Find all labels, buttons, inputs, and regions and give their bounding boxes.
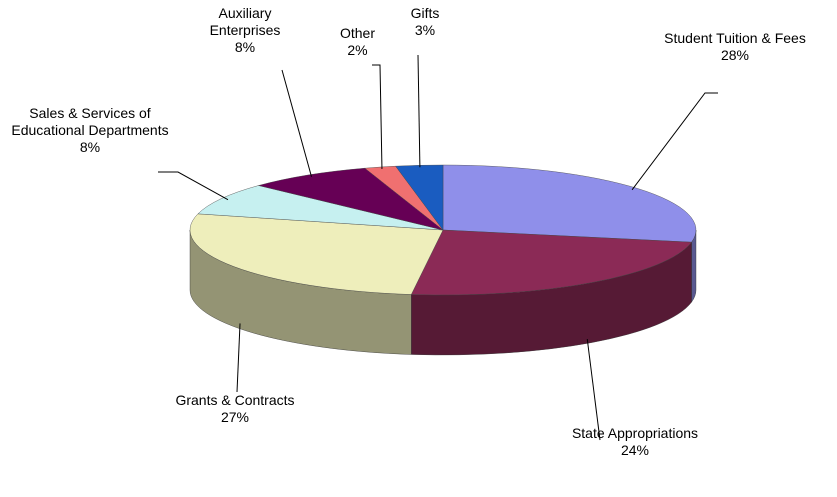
slice (395, 164, 444, 231)
slice-label: State Appropriations 24% (560, 425, 710, 459)
slice-label: Other 2% (320, 25, 395, 59)
category-name: Auxiliary Enterprises (209, 5, 281, 38)
value-label: 8% (79, 139, 101, 155)
slice (258, 167, 444, 231)
category-name: Other (339, 25, 375, 41)
category-name: State Appropriations (571, 425, 699, 441)
slice (189, 213, 444, 295)
category-name: Student Tuition & Fees (664, 30, 806, 46)
leader-line (586, 338, 601, 441)
leader-line (158, 171, 229, 201)
slice (442, 164, 697, 243)
value-label: 27% (220, 409, 250, 425)
slice (410, 229, 692, 296)
slice-label: Auxiliary Enterprises 8% (185, 5, 305, 56)
slice-label: Gifts 3% (395, 5, 455, 39)
category-name: Gifts (410, 5, 440, 21)
value-label: 8% (234, 39, 256, 55)
value-label: 2% (347, 42, 368, 58)
leader-line (236, 323, 241, 393)
value-label: 24% (620, 442, 650, 458)
leader-line (281, 69, 312, 177)
slice-label: Grants & Contracts 27% (170, 392, 300, 426)
slice-label: Student Tuition & Fees 28% (650, 30, 820, 64)
slice-label: Sales & Services of Educational Departme… (5, 105, 175, 156)
leader-line (417, 54, 421, 168)
leader-line (372, 64, 383, 169)
value-label: 28% (720, 47, 750, 63)
category-name: Grants & Contracts (175, 392, 295, 408)
value-label: 3% (414, 22, 436, 38)
category-name: Sales & Services of Educational Departme… (11, 105, 169, 138)
slice (197, 185, 444, 231)
leader-line (631, 92, 718, 191)
